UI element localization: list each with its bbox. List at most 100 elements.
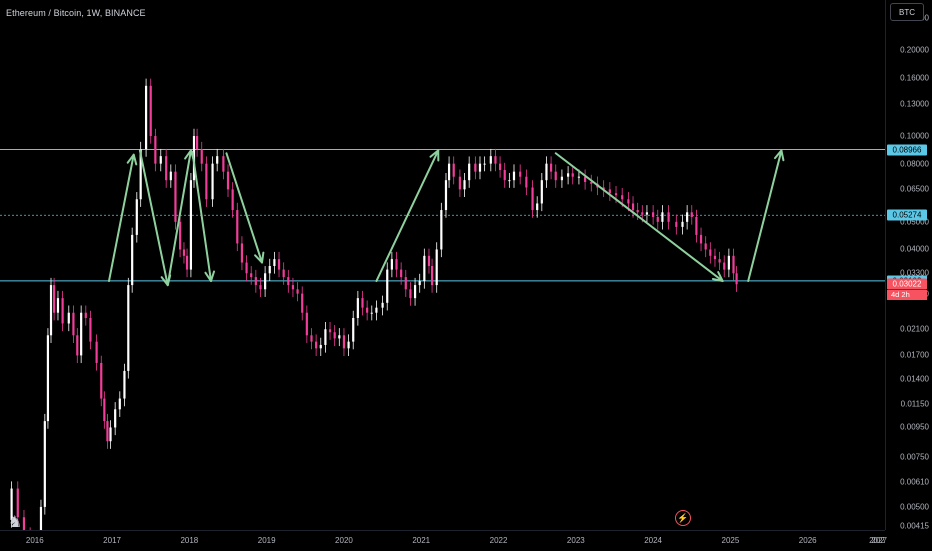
- candle-body: [53, 285, 56, 313]
- candle-body: [211, 163, 214, 200]
- candle-body: [305, 312, 308, 336]
- candle-body: [333, 332, 336, 339]
- candle-body: [185, 255, 189, 270]
- candle-body: [418, 281, 421, 286]
- price-tick-label: 0.00610: [900, 477, 929, 487]
- chart-plot-area[interactable]: [0, 0, 885, 551]
- candle-body: [338, 335, 341, 339]
- trend-arrow-head: [711, 271, 724, 283]
- candle-body: [315, 341, 318, 349]
- candle-body: [106, 421, 109, 442]
- candle-body: [22, 517, 26, 535]
- candle-body: [159, 156, 162, 164]
- time-axis[interactable]: 2016 2017 2018 2019 2020 2021 2022 2023 2024 2025…: [0, 530, 887, 551]
- candle-body: [400, 269, 403, 278]
- time-tick-label: 2016: [25, 536, 44, 545]
- flash-icon[interactable]: ⚡: [675, 510, 691, 526]
- time-tick-label: 202: [871, 536, 885, 545]
- time-tick-label: 2019: [257, 536, 276, 545]
- candle-body: [277, 259, 281, 270]
- candle-body: [704, 243, 707, 250]
- price-tick-label: 0.01700: [900, 350, 929, 360]
- candle-body: [250, 273, 253, 278]
- price-tick-label: 0.05000: [900, 217, 929, 227]
- candle-body: [165, 156, 168, 181]
- candle-body: [560, 176, 564, 181]
- candle-body: [216, 156, 219, 164]
- time-tick-label: 2027: [869, 536, 887, 545]
- candle-body: [732, 255, 735, 274]
- price-tick-label: 0.00415: [900, 521, 929, 531]
- candle-body: [236, 210, 239, 244]
- candle-body: [10, 488, 13, 520]
- trend-arrow: [375, 149, 440, 283]
- candle-body: [169, 171, 172, 181]
- price-tick-label: 0.00750: [900, 452, 929, 462]
- candle-body: [503, 170, 506, 181]
- candle-body: [404, 277, 407, 290]
- candle-body: [189, 180, 193, 270]
- candle-body: [661, 212, 664, 222]
- candle-body: [174, 171, 177, 222]
- candle-body: [89, 317, 92, 342]
- candle-body: [652, 212, 655, 217]
- candle-body: [435, 249, 438, 286]
- candle-body: [390, 259, 393, 270]
- candle-body: [608, 189, 611, 194]
- price-axis[interactable]: 0.260000.200000.160000.130000.100000.080…: [885, 0, 932, 531]
- price-tick-label: 0.02100: [900, 324, 929, 334]
- candle-body: [549, 163, 553, 172]
- candle-body: [310, 335, 313, 342]
- candle-body: [395, 259, 398, 270]
- candle-body: [72, 312, 75, 336]
- candle-body: [686, 212, 689, 222]
- candle-body: [681, 221, 684, 227]
- candle-body: [80, 312, 83, 356]
- candle-body: [512, 171, 516, 181]
- candle-body: [49, 285, 53, 336]
- price-tick-label: 0.06500: [900, 184, 929, 194]
- candle-body: [139, 149, 142, 200]
- candle-body: [636, 210, 639, 213]
- candle-body: [100, 362, 103, 399]
- candle-body: [645, 212, 649, 215]
- tradingview-logo-icon[interactable]: ♞: [8, 514, 23, 531]
- candle-body: [614, 193, 618, 196]
- candle-body: [370, 312, 373, 314]
- trend-arrow: [138, 149, 169, 287]
- currency-button[interactable]: BTC: [890, 3, 924, 21]
- candle-body: [458, 176, 461, 190]
- candle-body: [301, 293, 304, 313]
- candle-body: [282, 269, 285, 278]
- candle-body: [178, 221, 182, 250]
- candle-body: [114, 409, 117, 428]
- candle-body: [430, 266, 434, 286]
- candle-body: [39, 506, 43, 551]
- candle-body: [427, 255, 431, 267]
- candle-body: [328, 329, 332, 333]
- candle-body: [259, 285, 262, 290]
- candle-body: [118, 398, 121, 410]
- price-tick-label: 0.13000: [900, 99, 929, 109]
- trend-arrow: [166, 149, 192, 287]
- candle-body: [656, 216, 659, 222]
- candle-body: [123, 370, 126, 399]
- candle-body: [444, 180, 448, 211]
- candle-body: [324, 329, 327, 345]
- price-tick-label: 0.20000: [900, 45, 929, 55]
- candle-body: [718, 259, 721, 263]
- time-tick-label: 2018: [180, 536, 199, 545]
- trend-arrow-head: [254, 251, 265, 264]
- candle-body: [95, 341, 98, 363]
- symbol-title: Ethereum / Bitcoin, 1W, BINANCE: [6, 8, 146, 18]
- time-tick-label: 2017: [103, 536, 121, 545]
- trend-arrow: [554, 152, 724, 283]
- trend-arrow: [107, 153, 135, 283]
- time-tick-label: 2025: [721, 536, 740, 545]
- candle-body: [519, 171, 522, 177]
- chart-svg[interactable]: [0, 0, 885, 551]
- price-tick-label: 0.00500: [900, 502, 929, 512]
- price-tick-label: 0.01150: [900, 399, 929, 409]
- candle-body: [545, 163, 548, 181]
- candle-body: [735, 273, 738, 285]
